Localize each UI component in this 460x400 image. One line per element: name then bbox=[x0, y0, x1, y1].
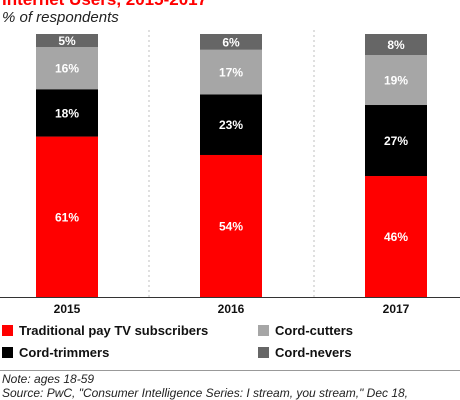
bar-2015-series-2 bbox=[36, 89, 98, 137]
bar-2017-series-4 bbox=[365, 34, 427, 56]
data-label-2017-series-1: 46% bbox=[384, 230, 408, 244]
data-label-2015-series-4: 5% bbox=[58, 34, 76, 48]
data-label-2016-series-1: 54% bbox=[219, 219, 243, 233]
data-label-2016-series-4: 6% bbox=[222, 35, 240, 49]
data-label-2015-series-3: 16% bbox=[55, 62, 79, 76]
footer-source: Source: PwC, "Consumer Intelligence Seri… bbox=[2, 386, 409, 400]
x-tick-label-2016: 2016 bbox=[218, 302, 245, 316]
bar-2017-series-2 bbox=[365, 105, 427, 177]
chart-title: Internet Users, 2015-2017 bbox=[2, 0, 207, 10]
bar-2016-series-2 bbox=[200, 94, 262, 155]
bar-2016-series-4 bbox=[200, 34, 262, 50]
x-tick-label-2015: 2015 bbox=[54, 302, 81, 316]
data-label-2017-series-4: 8% bbox=[387, 38, 405, 52]
bar-2015-series-3 bbox=[36, 47, 98, 90]
data-label-2016-series-3: 17% bbox=[219, 66, 243, 80]
x-tick-label-2017: 2017 bbox=[383, 302, 410, 316]
bar-2017-series-3 bbox=[365, 55, 427, 106]
bar-2015-series-4 bbox=[36, 34, 98, 48]
bar-2015-series-1 bbox=[36, 136, 98, 297]
data-label-2017-series-3: 19% bbox=[384, 74, 408, 88]
footer-note: Note: ages 18-59 bbox=[2, 372, 95, 386]
data-label-2016-series-2: 23% bbox=[219, 118, 243, 132]
data-label-2015-series-2: 18% bbox=[55, 106, 79, 120]
bar-2016-series-1 bbox=[200, 154, 262, 297]
chart-subtitle: % of respondents bbox=[2, 9, 119, 26]
footer-divider bbox=[0, 370, 460, 371]
bar-2017-series-1 bbox=[365, 176, 427, 297]
data-label-2017-series-2: 27% bbox=[384, 134, 408, 148]
data-label-2015-series-1: 61% bbox=[55, 210, 79, 224]
bar-2016-series-3 bbox=[200, 49, 262, 95]
